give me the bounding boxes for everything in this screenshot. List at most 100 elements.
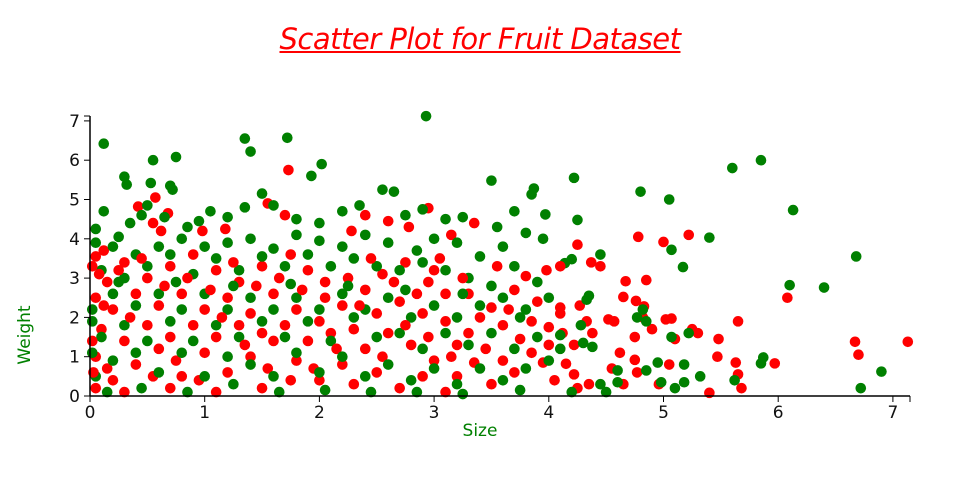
data-point <box>325 261 337 272</box>
data-point <box>319 292 331 304</box>
data-point <box>600 386 612 398</box>
data-point <box>474 363 486 374</box>
data-point <box>526 347 537 359</box>
data-point <box>228 378 239 390</box>
data-point <box>497 374 509 386</box>
data-point <box>423 276 434 288</box>
data-point <box>170 276 182 288</box>
data-point <box>331 343 342 355</box>
data-point <box>451 371 463 382</box>
data-point <box>88 367 99 378</box>
data-point <box>640 365 652 376</box>
data-point <box>612 365 623 376</box>
data-point <box>359 209 371 221</box>
data-point <box>543 355 555 366</box>
data-point <box>382 237 394 249</box>
data-point <box>585 257 597 268</box>
data-point <box>291 355 302 366</box>
data-point <box>640 274 652 286</box>
data-point <box>101 386 113 398</box>
data-point <box>520 227 532 239</box>
data-point <box>440 316 451 327</box>
data-point <box>273 272 285 284</box>
data-point <box>678 376 690 388</box>
data-point <box>736 382 747 394</box>
data-point <box>220 223 231 235</box>
data-point <box>314 235 325 247</box>
data-point <box>497 355 509 366</box>
data-point <box>142 272 153 284</box>
data-point <box>291 292 302 304</box>
data-point <box>197 225 208 237</box>
data-point <box>663 194 675 205</box>
x-tick-label: 7 <box>887 403 898 423</box>
data-point <box>394 264 405 276</box>
data-point <box>727 162 738 174</box>
data-point <box>632 231 644 243</box>
data-point <box>787 204 799 216</box>
data-point <box>683 327 695 339</box>
data-point <box>732 316 744 327</box>
data-point <box>637 304 649 315</box>
data-point <box>497 241 509 252</box>
data-point <box>153 288 165 300</box>
data-point <box>666 244 677 256</box>
data-point <box>187 319 199 331</box>
data-point <box>142 335 153 347</box>
data-point <box>228 257 239 268</box>
data-point <box>635 186 646 197</box>
data-point <box>568 172 580 184</box>
data-point <box>468 217 480 229</box>
data-point <box>279 261 291 272</box>
data-point <box>256 188 268 199</box>
data-point <box>394 382 405 394</box>
data-point <box>520 304 532 315</box>
data-point <box>245 359 256 370</box>
data-point <box>268 288 279 300</box>
data-point <box>170 151 182 163</box>
data-point <box>306 170 317 182</box>
data-point <box>302 264 314 276</box>
data-point <box>176 233 188 245</box>
data-point <box>440 264 451 276</box>
data-point <box>239 202 251 213</box>
data-point <box>222 351 233 363</box>
data-point <box>96 331 107 343</box>
data-point <box>93 268 105 280</box>
data-point <box>572 239 583 250</box>
data-point <box>268 371 279 382</box>
data-point <box>704 232 715 243</box>
data-point <box>98 245 110 256</box>
data-point <box>354 200 365 211</box>
data-point <box>457 388 469 400</box>
data-point <box>279 319 291 331</box>
data-point <box>101 276 113 288</box>
data-point <box>107 304 119 315</box>
data-point <box>457 272 469 284</box>
data-point <box>314 316 325 327</box>
data-point <box>262 363 274 374</box>
data-point <box>411 288 423 300</box>
data-point <box>90 237 102 249</box>
data-point <box>403 221 415 233</box>
x-tick-label: 4 <box>543 403 554 423</box>
data-point <box>463 339 474 351</box>
data-point <box>678 359 690 370</box>
data-point <box>853 349 864 361</box>
data-point <box>666 313 677 324</box>
data-point <box>683 229 695 241</box>
data-point <box>337 351 348 363</box>
data-point <box>560 358 572 370</box>
data-point <box>101 363 113 374</box>
data-point <box>314 374 325 386</box>
data-point <box>652 357 664 368</box>
data-point <box>98 205 110 217</box>
data-point <box>543 339 555 351</box>
data-point <box>486 280 497 292</box>
data-point <box>86 304 98 315</box>
data-point <box>587 327 598 339</box>
data-point <box>119 386 130 398</box>
data-point <box>446 351 457 363</box>
data-point <box>233 319 245 331</box>
data-point <box>428 264 440 276</box>
